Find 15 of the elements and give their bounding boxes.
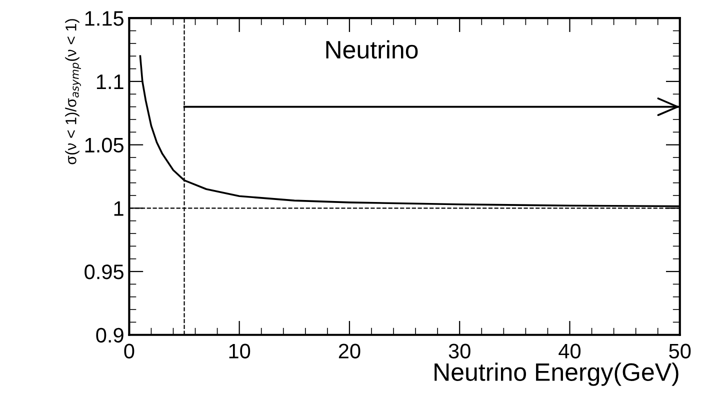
x-tick-label: 30 — [448, 344, 470, 358]
x-tick-label: 40 — [558, 344, 581, 358]
x-tick-label: 20 — [338, 344, 360, 358]
x-axis-title: Neutrino Energy(GeV) — [434, 362, 678, 386]
y-axis-title: σ(ν < 1)/σ$_{asymp}$(ν < 1) — [65, 19, 81, 164]
x-tick-label: 10 — [229, 344, 250, 358]
x-tick-label: 50 — [669, 344, 691, 358]
y-tick-label: 0.95 — [84, 264, 124, 280]
y-tick-label: 0.9 — [96, 328, 124, 343]
y-tick-label: 1.1 — [96, 74, 124, 89]
y-tick-label: 1.05 — [85, 138, 124, 153]
y-tick-label: 1.15 — [85, 11, 124, 26]
y-tick-label: 1 — [114, 201, 124, 216]
x-tick-label: 0 — [124, 344, 134, 358]
annotation: Neutrino — [326, 40, 418, 59]
